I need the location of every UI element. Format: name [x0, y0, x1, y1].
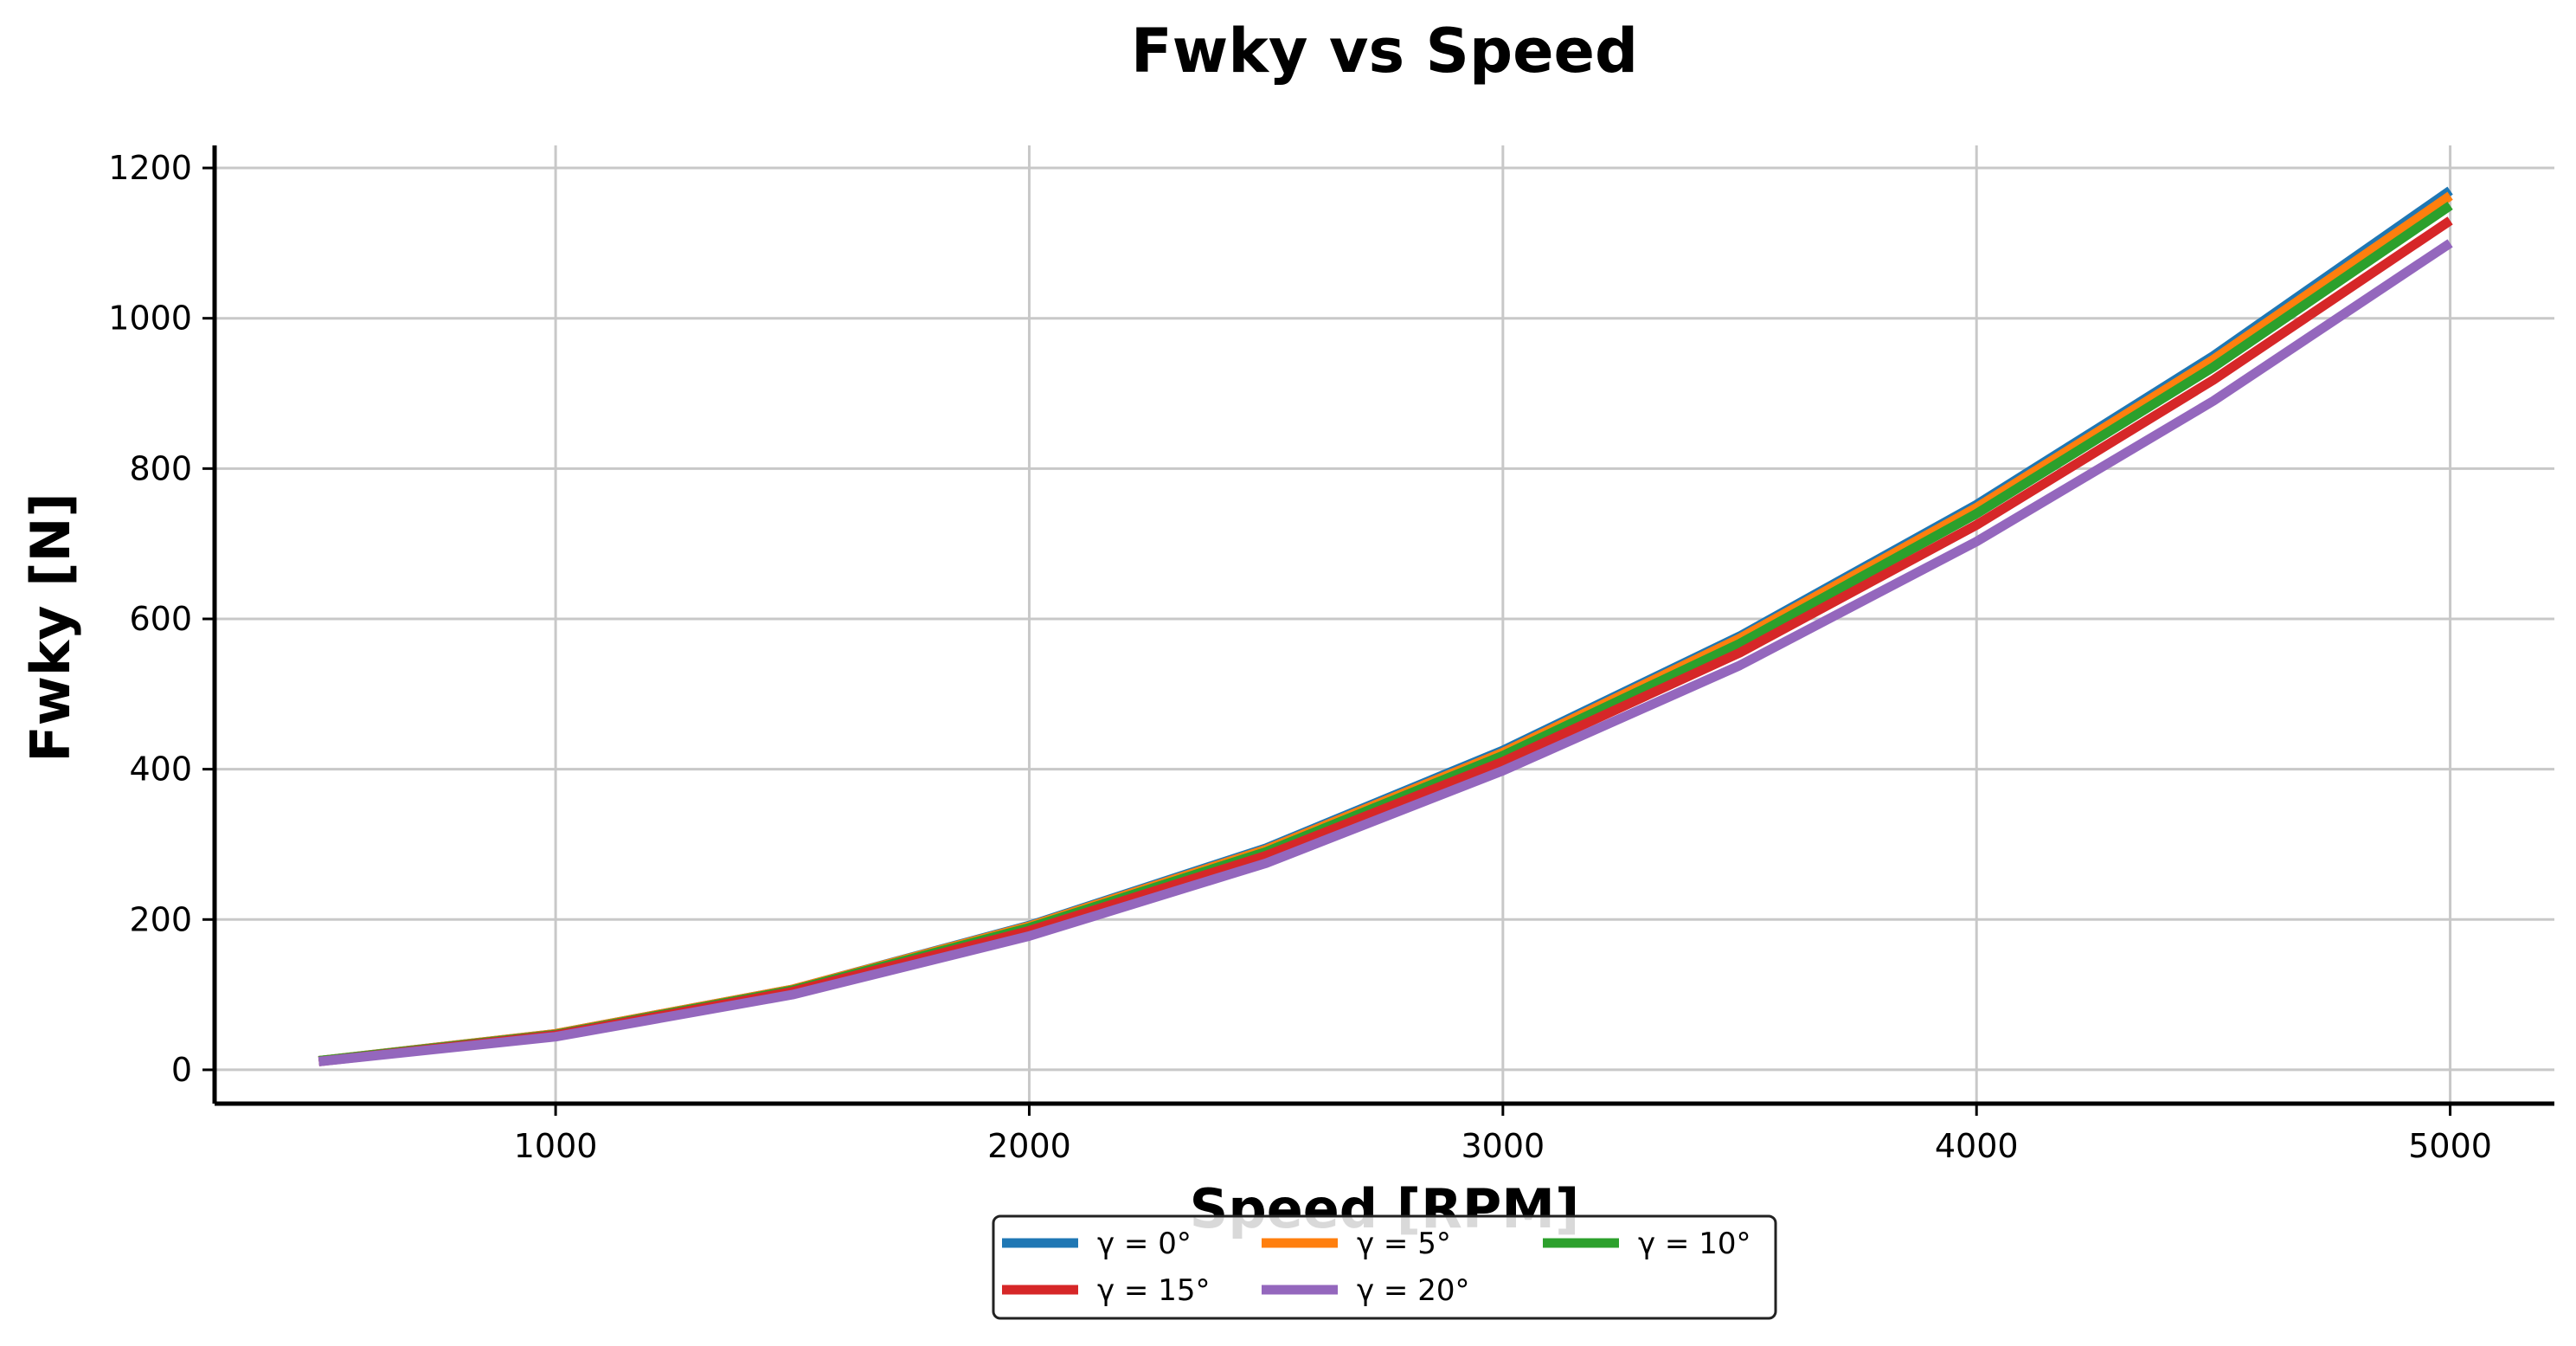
series-line-gamma-3: [318, 221, 2450, 1062]
y-tick-label: 1000: [108, 299, 192, 338]
y-tick-label: 400: [129, 750, 192, 789]
y-tick-label: 200: [129, 900, 192, 938]
x-tick-label: 2000: [987, 1127, 1071, 1165]
y-tick-label: 1200: [108, 149, 192, 187]
x-tick-label: 5000: [2408, 1127, 2492, 1165]
legend-label: γ = 20°: [1357, 1273, 1470, 1308]
y-tick-label: 600: [129, 600, 192, 638]
legend-label: γ = 15°: [1097, 1273, 1211, 1308]
series-line-gamma-0: [318, 190, 2450, 1060]
y-tick-label: 0: [171, 1051, 192, 1089]
legend-label: γ = 0°: [1097, 1227, 1192, 1261]
series-line-gamma-4: [318, 243, 2450, 1062]
series-line-gamma-2: [318, 206, 2450, 1061]
x-tick-label: 3000: [1461, 1127, 1545, 1165]
legend-label: γ = 10°: [1638, 1227, 1751, 1261]
tick-labels: 1000 2000 3000 4000 5000 0 200 400 600 800 1000 120…: [108, 149, 2492, 1165]
grid: [215, 145, 2554, 1104]
x-tick-label: 4000: [1935, 1127, 2019, 1165]
y-axis-label: Fwky [N]: [19, 493, 82, 762]
y-tick-label: 800: [129, 449, 192, 487]
series-line-gamma-1: [318, 196, 2450, 1060]
legend: γ = 0° γ = 5° γ = 10° γ = 15° γ = 20°: [993, 1216, 1776, 1318]
x-tick-label: 1000: [514, 1127, 598, 1165]
chart-title: Fwky vs Speed: [1131, 16, 1638, 87]
series-lines: [318, 190, 2450, 1061]
legend-label: γ = 5°: [1357, 1227, 1451, 1261]
axes: [215, 145, 2554, 1104]
